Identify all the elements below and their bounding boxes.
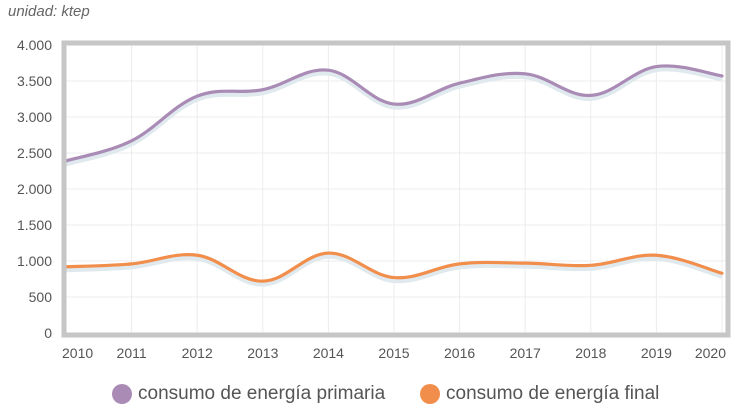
series-shadow <box>65 66 723 167</box>
plot-frame <box>61 40 731 338</box>
series-lines <box>64 64 724 287</box>
y-tick-label: 1.500 <box>17 217 52 233</box>
x-tick-label: 2018 <box>575 345 606 361</box>
legend-label-primaria: consumo de energía primaria <box>138 383 386 404</box>
y-axis-tick-labels: 0 500 1.000 1.500 2.000 2.500 3.000 3.500 4.000 <box>17 37 52 341</box>
y-tick-label: 2.000 <box>17 181 52 197</box>
y-tick-label: 4.000 <box>17 37 52 53</box>
legend-marker-final <box>420 384 440 404</box>
x-axis-tick-labels: 2010 2011 2012 2013 2014 2015 2016 2017 2018 2019… <box>62 345 726 361</box>
unit-note: unidad: ktep <box>8 3 90 20</box>
x-tick-label: 2014 <box>313 345 344 361</box>
line-chart: 05001.0001.5002.0002.5003.0003.5004.000 … <box>17 37 731 361</box>
y-tick-label: 3.000 <box>17 109 52 125</box>
legend-marker-primaria <box>112 384 132 404</box>
x-tick-label: 2017 <box>510 345 541 361</box>
legend: consumo de energía primaria consumo de e… <box>0 383 742 413</box>
x-tick-label: 2019 <box>641 345 672 361</box>
grid-lines <box>65 44 726 334</box>
x-tick-label: 2013 <box>247 345 278 361</box>
x-tick-label: 2015 <box>378 345 409 361</box>
legend-label-final: consumo de energía final <box>446 383 660 404</box>
series-line-final[interactable] <box>64 251 724 283</box>
x-tick-label: 2011 <box>117 345 147 361</box>
x-tick-label: 2010 <box>62 345 93 361</box>
y-tick-label: 3.500 <box>17 73 52 89</box>
y-tick-label: 0 <box>44 325 52 341</box>
x-tick-label: 2012 <box>182 345 213 361</box>
y-tick-label: 500 <box>29 289 53 305</box>
x-tick-label: 2020 <box>695 345 726 361</box>
legend-item-final[interactable]: consumo de energía final <box>420 383 659 405</box>
series-line-primaria[interactable] <box>64 64 724 163</box>
legend-item-primaria[interactable]: consumo de energía primaria <box>112 383 385 405</box>
series-shadow <box>65 253 723 287</box>
y-tick-label: 2.500 <box>17 145 52 161</box>
x-tick-label: 2016 <box>444 345 475 361</box>
y-tick-label: 1.000 <box>17 253 52 269</box>
